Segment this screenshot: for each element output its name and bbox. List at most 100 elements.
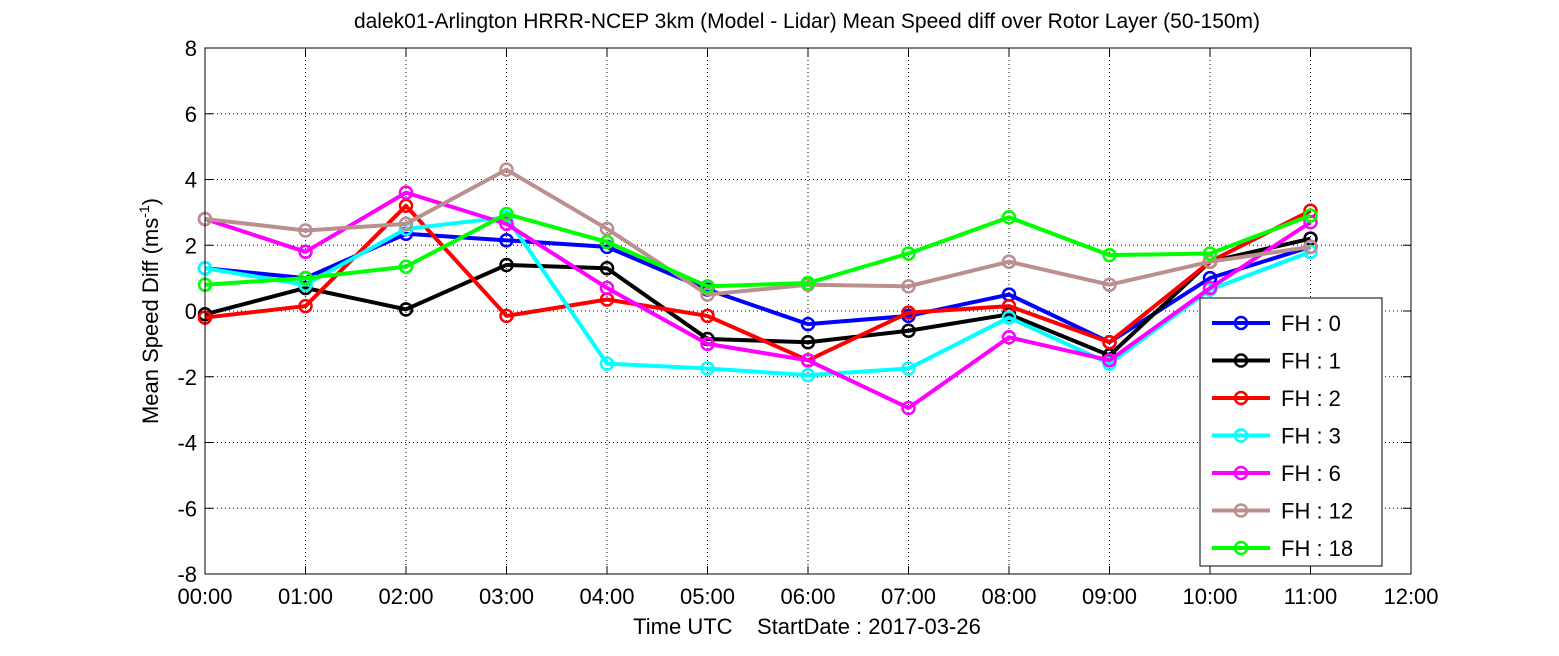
legend-item: FH : 2 xyxy=(1212,386,1341,411)
data-point-marker xyxy=(298,270,313,286)
x-tick-label: 10:00 xyxy=(1182,584,1237,609)
data-point-marker xyxy=(700,279,715,294)
y-axis-title: Mean Speed Diff (ms-1) xyxy=(136,198,163,424)
legend-swatch-marker xyxy=(1233,428,1249,443)
y-tick-label: -8 xyxy=(177,562,197,587)
data-point-marker xyxy=(1001,210,1017,225)
x-tick-label: 12:00 xyxy=(1383,584,1438,609)
data-point-marker xyxy=(800,275,816,291)
legend-swatch-marker xyxy=(1233,390,1249,406)
legend-swatch-marker xyxy=(1233,540,1249,556)
legend-item: FH : 18 xyxy=(1212,536,1353,561)
data-point-marker xyxy=(800,367,816,383)
data-point-marker xyxy=(901,305,916,320)
legend-label: FH : 1 xyxy=(1281,349,1341,374)
data-point-marker xyxy=(800,334,816,350)
x-tick-label: 02:00 xyxy=(378,584,433,609)
data-point-marker xyxy=(499,162,514,177)
data-point-marker xyxy=(1202,246,1218,261)
data-point-marker xyxy=(800,316,816,332)
y-tick-label: -6 xyxy=(177,496,197,521)
y-tick-label: 4 xyxy=(185,168,197,193)
legend-swatch-marker xyxy=(1233,315,1249,331)
x-tick-labels: 00:00 01:00 02:00 03:00 04:00 05:00 06:00 07:00… xyxy=(177,584,1438,609)
series-fh-3 xyxy=(197,210,1318,383)
data-point-marker xyxy=(700,287,715,302)
data-point-marker xyxy=(398,259,414,274)
x-tick-label: 07:00 xyxy=(881,584,936,609)
data-point-marker xyxy=(1102,353,1117,368)
series-line xyxy=(204,231,1312,345)
x-tick-label: 11:00 xyxy=(1284,584,1337,609)
data-point-marker xyxy=(398,216,414,232)
legend-label: FH : 12 xyxy=(1281,499,1353,524)
x-tick-label: 04:00 xyxy=(579,584,634,609)
data-point-marker xyxy=(298,223,313,238)
data-point-marker xyxy=(1202,280,1218,296)
x-tick-label: 09:00 xyxy=(1082,584,1137,609)
legend-label: FH : 3 xyxy=(1281,424,1341,449)
series-fh-6 xyxy=(197,185,1318,416)
data-point-marker xyxy=(1001,310,1017,325)
data-point-marker xyxy=(499,216,514,232)
data-point-marker xyxy=(1202,254,1218,269)
series-line xyxy=(204,212,1312,289)
data-point-marker xyxy=(901,361,916,376)
data-point-marker xyxy=(901,400,916,416)
x-tick-label: 03:00 xyxy=(479,584,534,609)
y-tick-label: 8 xyxy=(185,36,197,61)
series-line xyxy=(204,167,1311,297)
legend-box xyxy=(1199,297,1383,567)
legend-swatch-marker xyxy=(1233,353,1249,368)
legend-label: FH : 6 xyxy=(1281,461,1341,486)
y-tick-label: -4 xyxy=(177,431,197,456)
legend: FH : 0 FH : 1 FH : 2 FH : 3 FH : 6 FH : 12 FH … xyxy=(1199,297,1383,567)
data-point-marker xyxy=(599,280,615,296)
data-point-marker xyxy=(298,244,313,260)
data-point-marker xyxy=(1001,330,1017,345)
legend-item: FH : 6 xyxy=(1212,461,1341,486)
y-axis-title-close: ) xyxy=(138,198,163,205)
data-point-marker xyxy=(1102,334,1117,350)
data-point-marker xyxy=(499,206,514,222)
legend-label: FH : 2 xyxy=(1281,386,1341,411)
series-line xyxy=(204,215,1312,378)
legend-swatch-marker xyxy=(1233,465,1249,481)
x-tick-label: 01:00 xyxy=(278,584,333,609)
legend-label: FH : 0 xyxy=(1281,311,1341,336)
data-point-marker xyxy=(599,261,615,276)
data-point-marker xyxy=(1001,254,1017,269)
x-tick-label: 06:00 xyxy=(780,584,835,609)
data-point-marker xyxy=(700,361,715,376)
y-tick-label: -2 xyxy=(177,365,197,390)
data-point-marker xyxy=(499,308,514,324)
legend-item: FH : 1 xyxy=(1212,349,1341,374)
data-point-marker xyxy=(800,353,816,368)
y-axis-title-main: Mean Speed Diff (ms xyxy=(138,218,163,424)
data-point-marker xyxy=(1303,239,1318,255)
data-point-marker xyxy=(901,246,916,261)
x-axis-title: Time UTC StartDate : 2017-03-26 xyxy=(633,614,981,639)
data-point-marker xyxy=(298,298,313,314)
series-fh-18 xyxy=(197,206,1318,294)
legend-item: FH : 3 xyxy=(1212,424,1341,449)
series-line xyxy=(204,236,1311,358)
data-point-marker xyxy=(1102,277,1117,292)
y-tick-label: 2 xyxy=(185,233,197,258)
data-point-marker xyxy=(1102,247,1117,263)
data-point-marker xyxy=(1303,208,1318,223)
data-point-marker xyxy=(599,234,615,250)
plot-frame-border xyxy=(204,47,1412,575)
y-axis-title-superscript: -1 xyxy=(136,205,152,218)
y-tick-label: 6 xyxy=(185,102,197,127)
data-point-marker xyxy=(901,323,916,338)
y-tick-label: 0 xyxy=(185,299,197,324)
data-point-marker xyxy=(499,257,514,273)
data-point-marker xyxy=(901,279,916,294)
data-point-marker xyxy=(398,302,414,317)
data-point-marker xyxy=(700,336,715,352)
legend-item: FH : 12 xyxy=(1212,499,1353,524)
x-tick-label: 00:00 xyxy=(177,584,232,609)
data-point-marker xyxy=(599,356,615,371)
